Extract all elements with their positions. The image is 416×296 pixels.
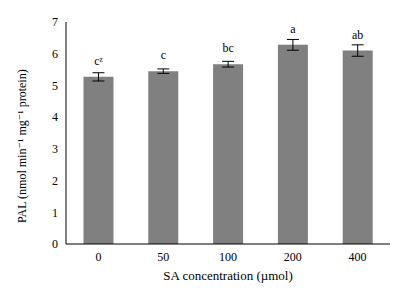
svg-text:0: 0 bbox=[95, 250, 101, 264]
svg-text:c: c bbox=[161, 48, 166, 62]
svg-text:6: 6 bbox=[52, 47, 58, 61]
svg-text:4: 4 bbox=[52, 110, 58, 124]
svg-text:ab: ab bbox=[352, 28, 363, 42]
svg-text:200: 200 bbox=[284, 250, 302, 264]
svg-text:bc: bc bbox=[222, 41, 233, 55]
svg-text:PAL (nmol min⁻¹ mg⁻¹ protein): PAL (nmol min⁻¹ mg⁻¹ protein) bbox=[15, 69, 29, 223]
svg-text:SA concentration (µmol): SA concentration (µmol) bbox=[163, 268, 293, 283]
svg-text:3: 3 bbox=[52, 142, 58, 156]
svg-text:a: a bbox=[290, 22, 296, 36]
svg-text:0: 0 bbox=[52, 237, 58, 251]
svg-text:2: 2 bbox=[52, 174, 58, 188]
svg-text:400: 400 bbox=[349, 250, 367, 264]
svg-text:1: 1 bbox=[52, 206, 58, 220]
svg-text:cᶻ: cᶻ bbox=[94, 54, 103, 68]
svg-text:7: 7 bbox=[52, 15, 58, 29]
svg-text:100: 100 bbox=[219, 250, 237, 264]
svg-text:50: 50 bbox=[157, 250, 169, 264]
svg-text:5: 5 bbox=[52, 79, 58, 93]
